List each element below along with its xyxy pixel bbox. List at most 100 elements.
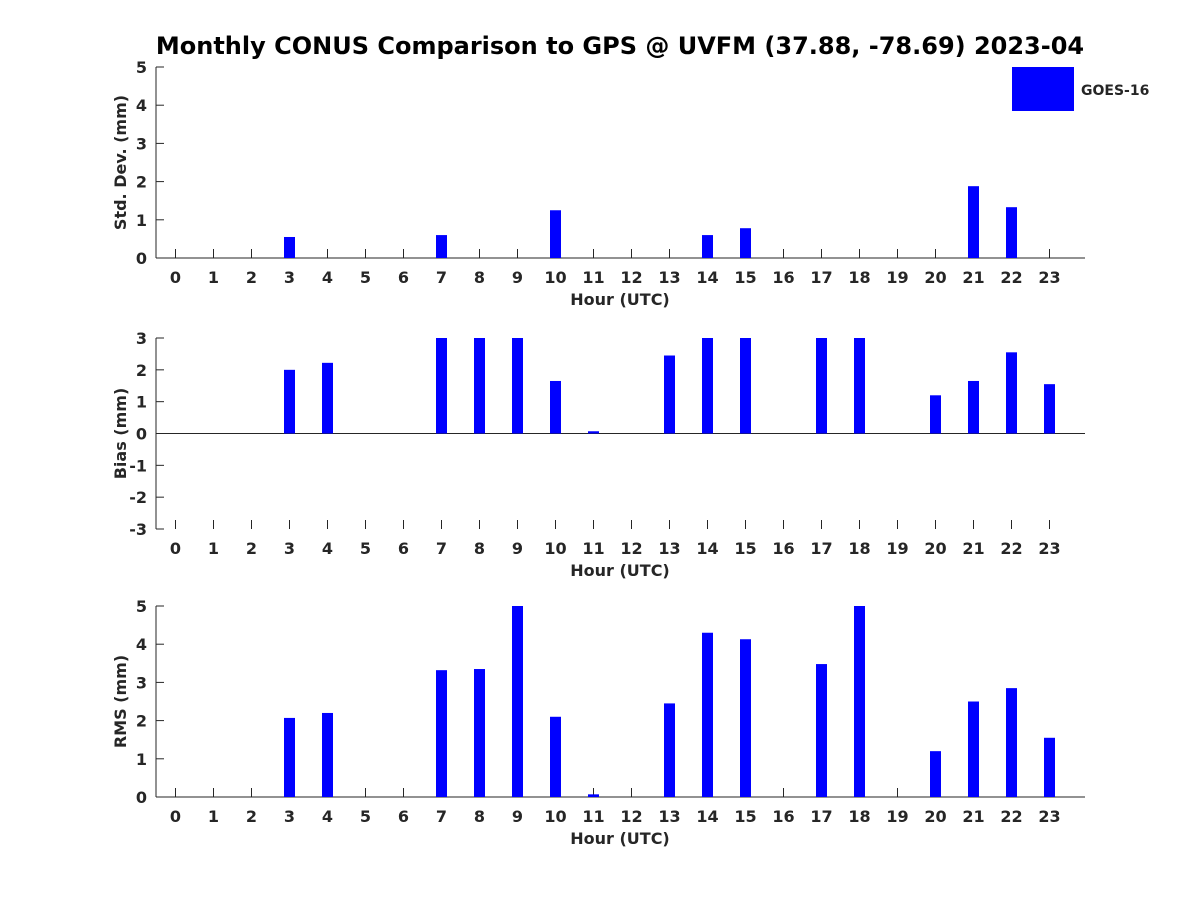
bias-x-tick-label: 23 xyxy=(1038,539,1060,558)
std-dev-y-tick-label: 5 xyxy=(136,58,147,77)
rms-x-tick-label: 6 xyxy=(398,807,409,826)
bias-x-tick-label: 15 xyxy=(734,539,756,558)
rms-bar-hour-8 xyxy=(474,669,485,797)
std-dev-x-tick-label: 18 xyxy=(848,268,870,287)
std-dev-y-tick-label: 0 xyxy=(136,249,147,268)
rms-x-axis-label: Hour (UTC) xyxy=(570,829,670,848)
bias-x-tick-label: 4 xyxy=(322,539,333,558)
std-dev-x-axis-label: Hour (UTC) xyxy=(570,290,670,309)
bias-x-tick-label: 1 xyxy=(208,539,219,558)
bias-bar-hour-23 xyxy=(1044,384,1055,434)
bias-x-tick-label: 22 xyxy=(1000,539,1022,558)
rms-bar-hour-20 xyxy=(930,751,941,797)
bias-bar-hour-7 xyxy=(436,338,447,434)
bias-bar-hour-13 xyxy=(664,355,675,434)
std-dev-x-tick-label: 22 xyxy=(1000,268,1022,287)
std-dev-x-tick-label: 4 xyxy=(322,268,333,287)
std-dev-x-tick-label: 8 xyxy=(474,268,485,287)
std-dev-x-tick-label: 14 xyxy=(696,268,718,287)
std-dev-bar-hour-3 xyxy=(284,236,295,258)
chart-title: Monthly CONUS Comparison to GPS @ UVFM (… xyxy=(156,32,1084,60)
rms-x-tick-label: 4 xyxy=(322,807,333,826)
bias-x-tick-label: 7 xyxy=(436,539,447,558)
bias-bar-hour-22 xyxy=(1006,352,1017,434)
std-dev-bar-hour-14 xyxy=(702,235,713,258)
std-dev-x-tick-label: 0 xyxy=(170,268,181,287)
std-dev-y-tick-label: 4 xyxy=(136,96,147,115)
std-dev-x-tick-label: 7 xyxy=(436,268,447,287)
legend: GOES-16 xyxy=(1012,67,1149,111)
std-dev-x-tick-label: 6 xyxy=(398,268,409,287)
rms-bar-hour-7 xyxy=(436,670,447,797)
std-dev-x-tick-label: 2 xyxy=(246,268,257,287)
bias-bar-hour-11 xyxy=(588,431,599,434)
rms-bar-hour-9 xyxy=(512,606,523,797)
rms-y-axis-label: RMS (mm) xyxy=(111,655,130,748)
std-dev-x-tick-label: 1 xyxy=(208,268,219,287)
bias-y-tick-label: -3 xyxy=(129,520,147,539)
rms-bar-hour-13 xyxy=(664,703,675,797)
rms-x-tick-label: 10 xyxy=(544,807,566,826)
rms-bar-hour-14 xyxy=(702,632,713,797)
bias-bar-hour-20 xyxy=(930,395,941,434)
legend-label: GOES-16 xyxy=(1081,83,1149,99)
std-dev-x-tick-label: 20 xyxy=(924,268,946,287)
rms-x-tick-label: 9 xyxy=(512,807,523,826)
rms-bar-hour-10 xyxy=(550,716,561,797)
rms-y-tick-label: 0 xyxy=(136,788,147,807)
bias-bar-hour-8 xyxy=(474,338,485,434)
rms-bar-hour-3 xyxy=(284,717,295,797)
bias-y-tick-label: 1 xyxy=(136,393,147,412)
bias-x-tick-label: 5 xyxy=(360,539,371,558)
rms-bar-hour-15 xyxy=(740,639,751,797)
bias-x-tick-label: 13 xyxy=(658,539,680,558)
rms-x-tick-label: 11 xyxy=(582,807,604,826)
bias-x-tick-label: 17 xyxy=(810,539,832,558)
std-dev-x-tick-label: 19 xyxy=(886,268,908,287)
bias-x-tick-label: 3 xyxy=(284,539,295,558)
rms-x-tick-label: 7 xyxy=(436,807,447,826)
rms-y-tick-label: 1 xyxy=(136,750,147,769)
bias-bar-hour-18 xyxy=(854,338,865,434)
bias-bar-hour-10 xyxy=(550,380,561,434)
rms-x-tick-label: 1 xyxy=(208,807,219,826)
rms-x-tick-label: 3 xyxy=(284,807,295,826)
rms-x-tick-label: 21 xyxy=(962,807,984,826)
rms-y-tick-label: 4 xyxy=(136,635,147,654)
std-dev-x-tick-label: 13 xyxy=(658,268,680,287)
rms-x-tick-label: 0 xyxy=(170,807,181,826)
rms-x-tick-label: 17 xyxy=(810,807,832,826)
rms-x-tick-label: 23 xyxy=(1038,807,1060,826)
bias-bar-hour-21 xyxy=(968,380,979,434)
bias-bar-hour-4 xyxy=(322,362,333,434)
bias-x-tick-label: 20 xyxy=(924,539,946,558)
bias-y-axis-label: Bias (mm) xyxy=(111,388,130,480)
rms-x-tick-label: 20 xyxy=(924,807,946,826)
bias-x-tick-label: 9 xyxy=(512,539,523,558)
rms-x-tick-label: 5 xyxy=(360,807,371,826)
std-dev-x-tick-label: 5 xyxy=(360,268,371,287)
bias-x-tick-label: 21 xyxy=(962,539,984,558)
rms-x-tick-label: 14 xyxy=(696,807,718,826)
bias-bar-hour-17 xyxy=(816,338,827,434)
std-dev-x-tick-label: 3 xyxy=(284,268,295,287)
rms-x-tick-label: 22 xyxy=(1000,807,1022,826)
std-dev-x-tick-label: 17 xyxy=(810,268,832,287)
bias-y-tick-label: 2 xyxy=(136,361,147,380)
std-dev-x-tick-label: 12 xyxy=(620,268,642,287)
std-dev-bar-hour-7 xyxy=(436,235,447,258)
bias-bar-hour-15 xyxy=(740,338,751,434)
bias-x-tick-label: 19 xyxy=(886,539,908,558)
bias-x-tick-label: 18 xyxy=(848,539,870,558)
bias-bar-hour-3 xyxy=(284,369,295,434)
rms-x-tick-label: 16 xyxy=(772,807,794,826)
bias-x-tick-label: 2 xyxy=(246,539,257,558)
std-dev-y-tick-label: 1 xyxy=(136,211,147,230)
bias-x-tick-label: 16 xyxy=(772,539,794,558)
rms-bar-hour-17 xyxy=(816,664,827,797)
rms-y-tick-label: 3 xyxy=(136,673,147,692)
std-dev-x-tick-label: 15 xyxy=(734,268,756,287)
